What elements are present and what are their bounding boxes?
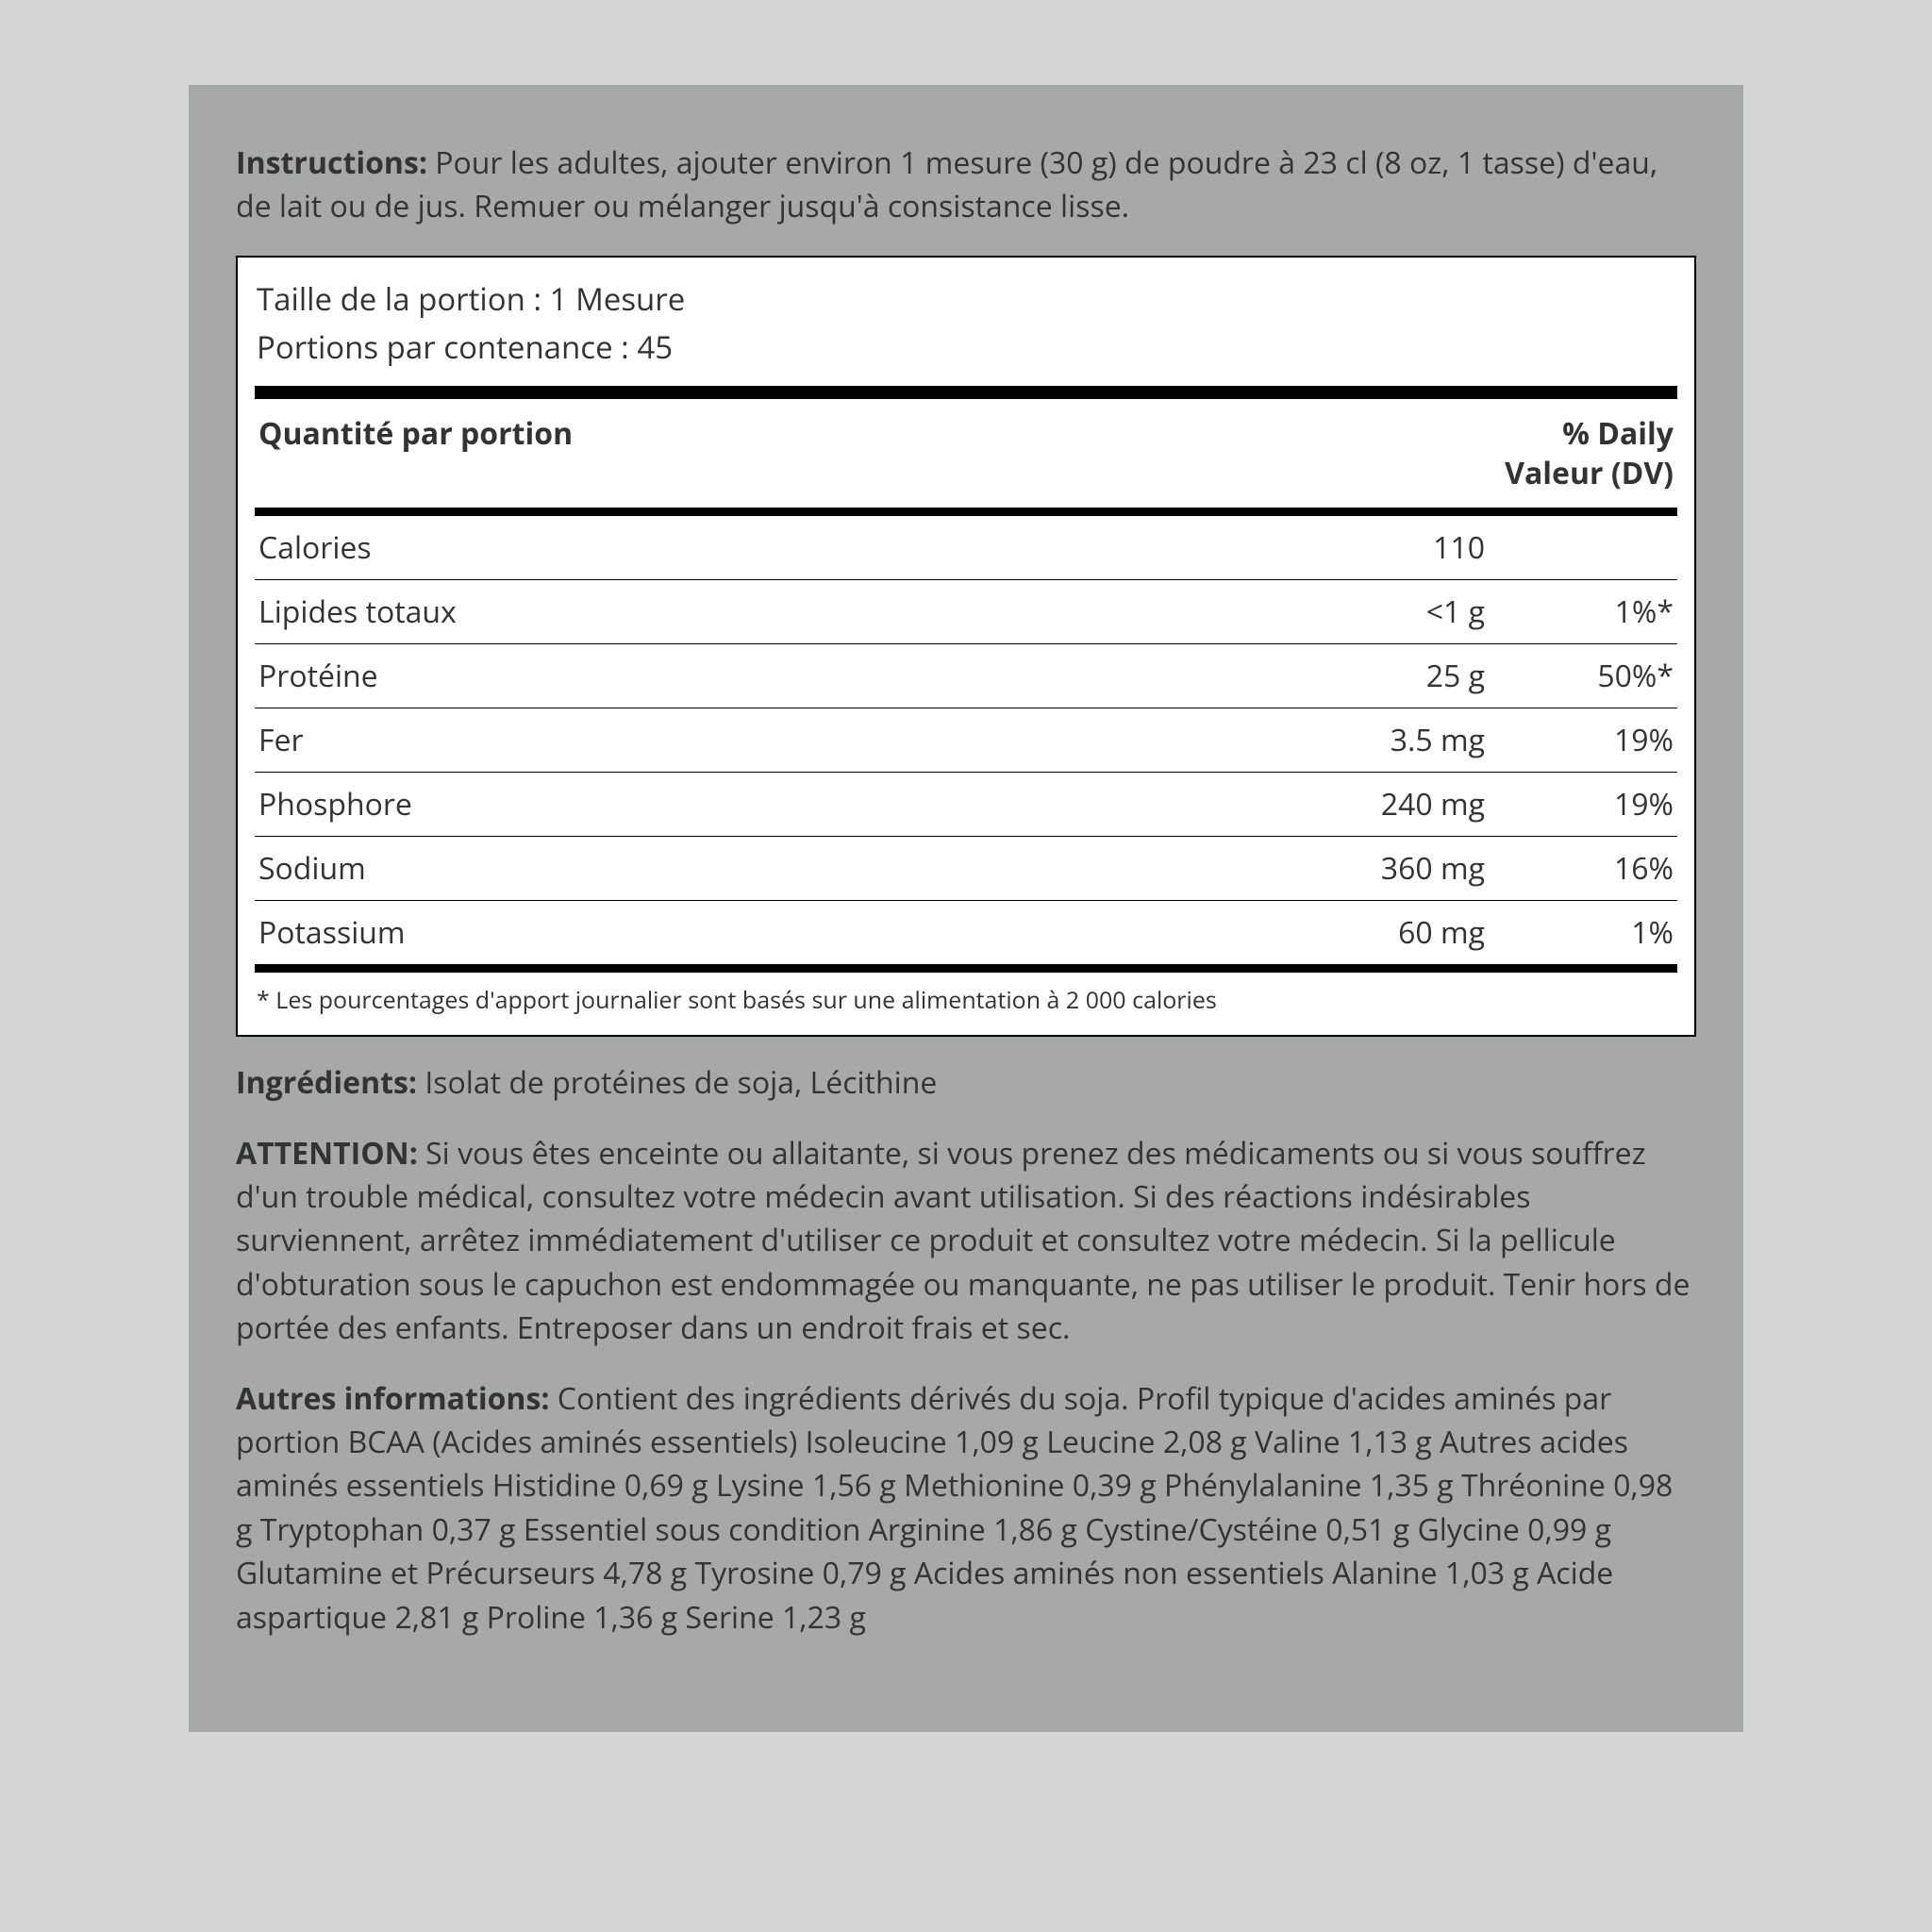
nutrient-dv xyxy=(1489,516,1677,580)
table-row: Lipides totaux <1 g 1%* xyxy=(255,580,1677,644)
nutrient-name: Calories xyxy=(255,516,1300,580)
ingredients-paragraph: Ingrédients: Isolat de protéines de soja… xyxy=(236,1061,1696,1105)
nutrient-name: Fer xyxy=(255,708,1300,773)
nutrient-amount: 60 mg xyxy=(1300,901,1489,965)
nutrient-name: Protéine xyxy=(255,644,1300,708)
nutrient-dv: 1%* xyxy=(1489,580,1677,644)
nutrient-amount: 3.5 mg xyxy=(1300,708,1489,773)
nutrient-amount: 110 xyxy=(1300,516,1489,580)
label-panel: Instructions: Pour les adultes, ajouter … xyxy=(189,85,1743,1732)
supplement-facts-box: Taille de la portion : 1 Mesure Portions… xyxy=(236,256,1696,1037)
nutrient-amount: 240 mg xyxy=(1300,773,1489,837)
nutrition-table: Quantité par portion % Daily Valeur (DV)… xyxy=(255,399,1677,973)
table-row: Protéine 25 g 50%* xyxy=(255,644,1677,708)
nutrient-amount: <1 g xyxy=(1300,580,1489,644)
ingredients-text: Isolat de protéines de soja, Lécithine xyxy=(417,1062,937,1103)
nutrient-dv: 19% xyxy=(1489,708,1677,773)
servings-per-container: Portions par contenance : 45 xyxy=(257,323,1675,371)
table-row: Phosphore 240 mg 19% xyxy=(255,773,1677,837)
nutrient-name: Sodium xyxy=(255,837,1300,901)
serving-block: Taille de la portion : 1 Mesure Portions… xyxy=(255,271,1677,380)
instructions-text: Pour les adultes, ajouter environ 1 mesu… xyxy=(236,142,1657,226)
dv-footnote: * Les pourcentages d'apport journalier s… xyxy=(255,973,1677,1022)
nutrient-name: Phosphore xyxy=(255,773,1300,837)
col-amount-per-serving: Quantité par portion xyxy=(255,399,1300,508)
nutrient-amount: 25 g xyxy=(1300,644,1489,708)
table-row: Calories 110 xyxy=(255,516,1677,580)
nutrient-dv: 19% xyxy=(1489,773,1677,837)
table-header-row: Quantité par portion % Daily Valeur (DV) xyxy=(255,399,1677,508)
table-row: Potassium 60 mg 1% xyxy=(255,901,1677,965)
thick-rule xyxy=(255,386,1677,399)
ingredients-label: Ingrédients: xyxy=(236,1062,417,1103)
table-row: Sodium 360 mg 16% xyxy=(255,837,1677,901)
nutrient-name: Lipides totaux xyxy=(255,580,1300,644)
attention-label: ATTENTION: xyxy=(236,1133,418,1174)
instructions-label: Instructions: xyxy=(236,142,427,183)
med-rule xyxy=(255,508,1677,515)
instructions-paragraph: Instructions: Pour les adultes, ajouter … xyxy=(236,142,1696,229)
nutrient-name: Potassium xyxy=(255,901,1300,965)
attention-text: Si vous êtes enceinte ou allaitante, si … xyxy=(236,1133,1690,1349)
nutrient-dv: 1% xyxy=(1489,901,1677,965)
attention-paragraph: ATTENTION: Si vous êtes enceinte ou alla… xyxy=(236,1132,1696,1351)
col-daily-value: % Daily Valeur (DV) xyxy=(1489,399,1677,508)
nutrient-amount: 360 mg xyxy=(1300,837,1489,901)
table-row: Fer 3.5 mg 19% xyxy=(255,708,1677,773)
nutrient-dv: 16% xyxy=(1489,837,1677,901)
other-info-paragraph: Autres informations: Contient des ingréd… xyxy=(236,1377,1696,1640)
col-spacer xyxy=(1300,399,1489,508)
other-info-label: Autres informations: xyxy=(236,1378,549,1419)
med-rule xyxy=(255,965,1677,973)
serving-size: Taille de la portion : 1 Mesure xyxy=(257,275,1675,323)
nutrient-dv: 50%* xyxy=(1489,644,1677,708)
